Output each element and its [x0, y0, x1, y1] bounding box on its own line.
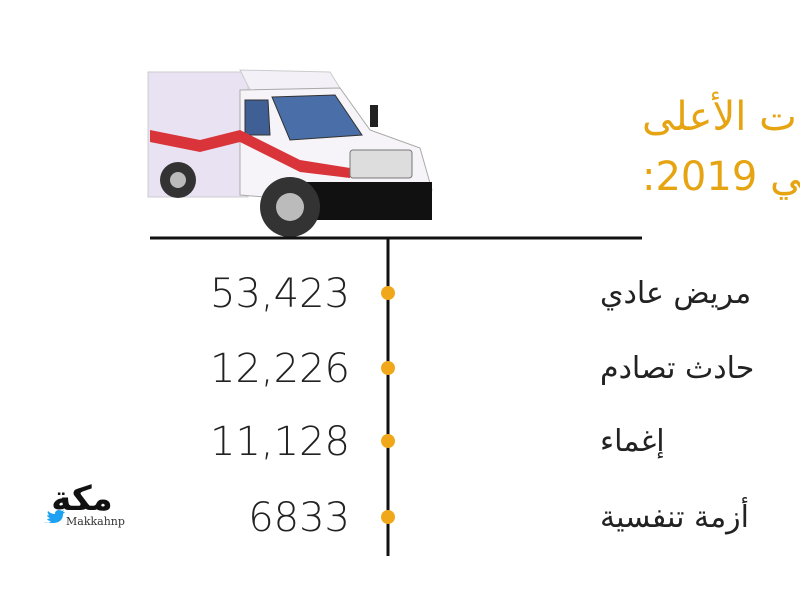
bullet	[381, 510, 395, 524]
bullet	[381, 286, 395, 300]
logo-handle: Makkahnp	[66, 515, 125, 528]
bumper	[300, 182, 432, 220]
row-label: إغماء	[600, 424, 665, 459]
rows: مريض عادي 53,423 حادث تصادم 12,226 إغماء 11,1…	[210, 271, 754, 541]
ambulance-illustration	[147, 69, 433, 237]
row-value: 6833	[248, 495, 350, 541]
bullet	[381, 361, 395, 375]
red-stripe	[150, 130, 350, 178]
row-value: 12,226	[210, 346, 350, 392]
row-label: أزمة تنفسية	[600, 496, 749, 535]
front-hub	[276, 193, 304, 221]
row-value: 53,423	[210, 271, 350, 317]
title-line-2: في 2019:	[642, 154, 800, 200]
bullet	[381, 434, 395, 448]
row-label: مريض عادي	[600, 276, 751, 311]
title-line-1: البلاغات الأعلى	[642, 91, 800, 140]
mirror	[370, 105, 378, 127]
windshield	[271, 94, 363, 141]
row-label: حادث تصادم	[600, 351, 754, 386]
grille	[349, 149, 413, 179]
row-value: 11,128	[210, 419, 350, 465]
rear-hub	[170, 172, 186, 188]
ambulance-roof	[239, 69, 341, 91]
side-window	[244, 99, 271, 136]
twitter-icon	[44, 510, 65, 523]
